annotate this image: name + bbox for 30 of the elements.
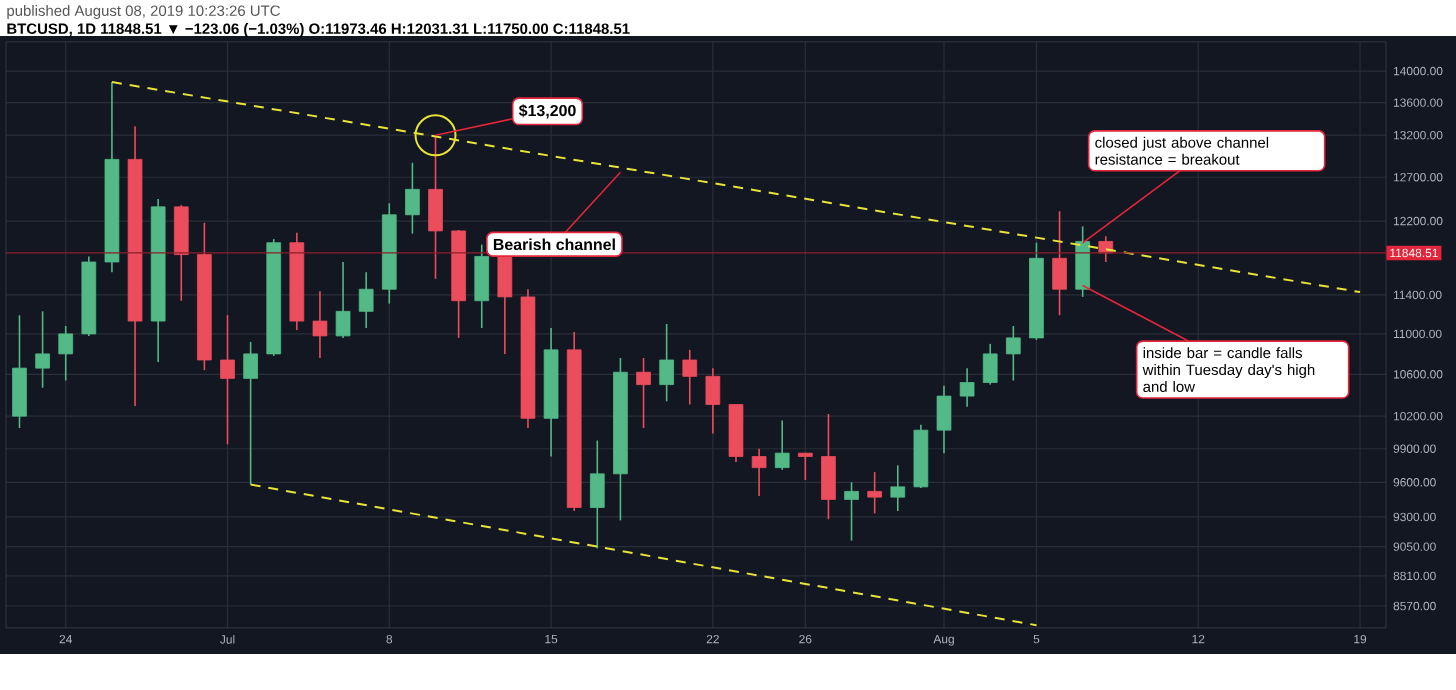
candlestick (243, 341, 258, 486)
candlestick (867, 471, 882, 515)
candlestick (312, 290, 328, 359)
candlestick (705, 367, 721, 435)
candlestick (982, 343, 998, 386)
candlestick (959, 367, 975, 408)
candlestick (682, 349, 698, 406)
candlestick (890, 464, 906, 512)
candlestick (173, 204, 189, 302)
candlestick (1006, 325, 1021, 382)
candlestick (751, 447, 767, 497)
candlestick (844, 481, 859, 542)
candlestick (35, 310, 50, 389)
candlestick (474, 243, 490, 329)
candlestick (936, 384, 952, 454)
candlestick (1075, 225, 1090, 298)
candlestick (797, 452, 813, 481)
candlestick (220, 314, 235, 446)
candlestick (636, 357, 651, 429)
candlestick (774, 419, 790, 471)
candlestick (497, 251, 513, 355)
candlestick (428, 134, 443, 280)
candlestick (821, 413, 836, 521)
candlestick (58, 325, 74, 382)
candlestick (358, 271, 374, 329)
candlestick (589, 439, 605, 550)
candlestick (405, 161, 420, 235)
candlestick (1052, 210, 1067, 317)
candlestick (659, 323, 674, 403)
candlestick (335, 261, 351, 339)
